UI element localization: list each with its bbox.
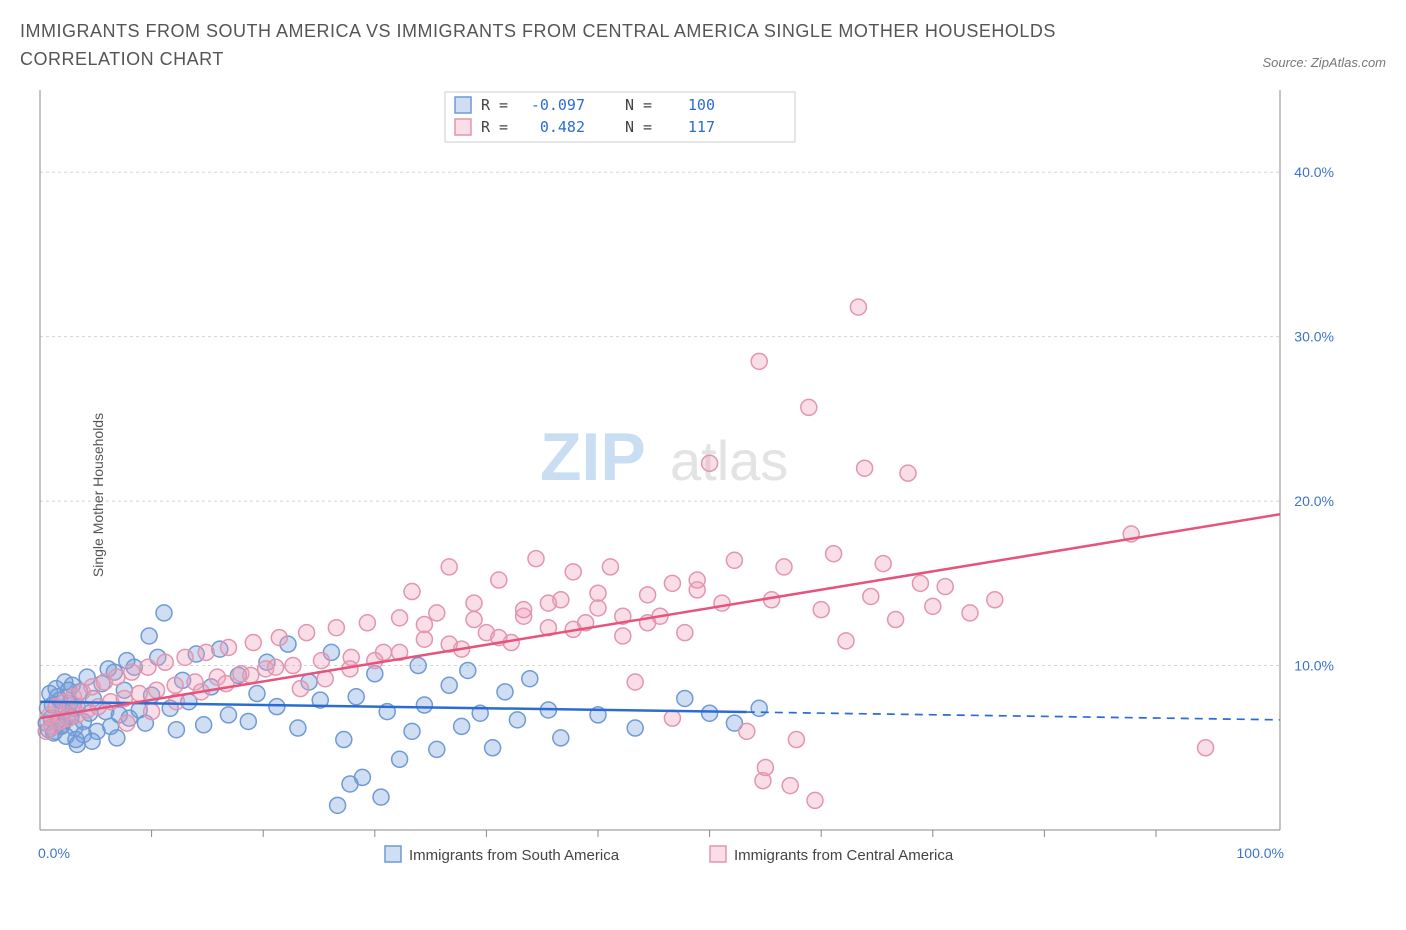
svg-text:ZIP: ZIP — [540, 419, 646, 495]
svg-text:30.0%: 30.0% — [1294, 328, 1334, 344]
chart-container: Single Mother Households ZIP atlas 0.0% 100… — [20, 80, 1386, 910]
svg-text:atlas: atlas — [670, 429, 788, 492]
svg-text:-0.097: -0.097 — [531, 96, 585, 114]
svg-text:100.0%: 100.0% — [1237, 845, 1284, 861]
source-label: Source: ZipAtlas.com — [1262, 55, 1386, 74]
svg-text:Immigrants from South America: Immigrants from South America — [409, 847, 620, 864]
svg-text:N =: N = — [625, 118, 652, 136]
scatter-chart: ZIP atlas 0.0% 100.0% 10.0% 20.0% 30.0% 40.0% R … — [20, 80, 1350, 910]
chart-title: IMMIGRANTS FROM SOUTH AMERICA VS IMMIGRA… — [20, 18, 1140, 74]
y-axis-label: Single Mother Households — [90, 413, 106, 577]
svg-text:R =: R = — [481, 118, 508, 136]
svg-text:20.0%: 20.0% — [1294, 493, 1334, 509]
svg-text:100: 100 — [688, 96, 715, 114]
svg-text:40.0%: 40.0% — [1294, 164, 1334, 180]
svg-text:10.0%: 10.0% — [1294, 657, 1334, 673]
svg-text:R =: R = — [481, 96, 508, 114]
svg-text:N =: N = — [625, 96, 652, 114]
svg-text:Immigrants from Central Americ: Immigrants from Central America — [734, 847, 954, 864]
svg-text:0.0%: 0.0% — [38, 845, 70, 861]
svg-text:0.482: 0.482 — [540, 118, 585, 136]
svg-text:117: 117 — [688, 118, 715, 136]
